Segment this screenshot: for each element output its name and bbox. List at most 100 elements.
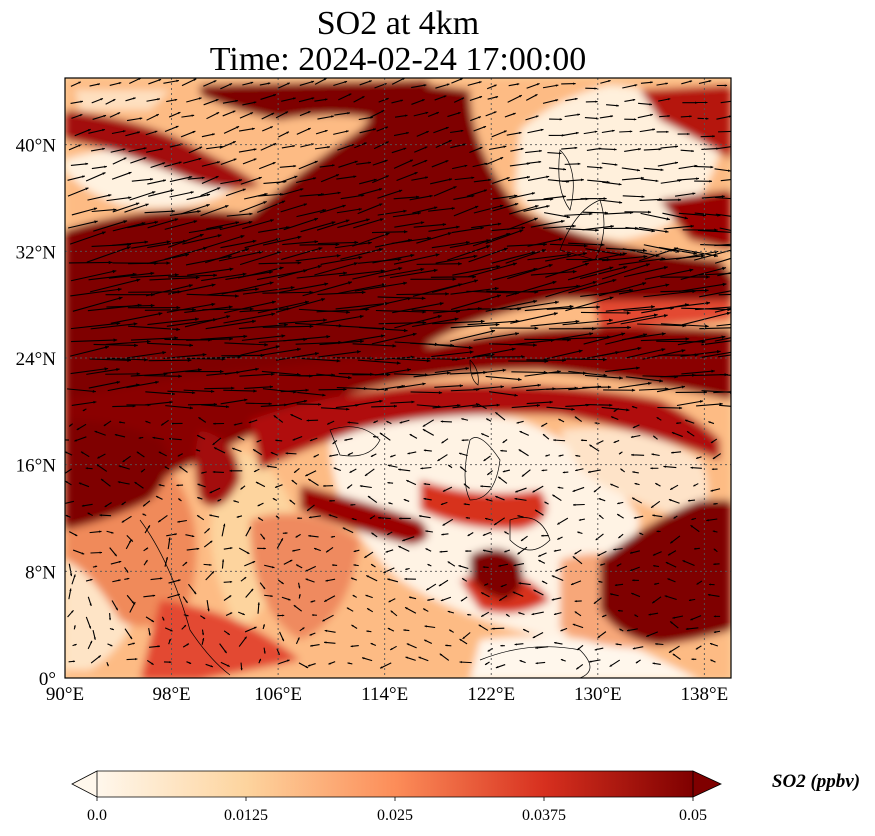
wind-arrow-head xyxy=(249,307,254,311)
wind-arrow-head xyxy=(567,253,571,257)
wind-arrow-shaft xyxy=(316,373,352,379)
wind-arrow-head xyxy=(174,98,178,102)
wind-arrow-head xyxy=(162,618,165,621)
wind-arrow-shaft xyxy=(637,113,653,119)
wind-arrow-head xyxy=(495,322,500,327)
wind-arrow-shaft xyxy=(258,193,283,197)
lat-tick-label: 32°N xyxy=(16,242,57,263)
wind-arrow-head xyxy=(553,439,556,442)
wind-arrow-head xyxy=(324,98,328,101)
wind-arrow-shaft xyxy=(126,117,143,122)
wind-arrow-head xyxy=(551,575,555,578)
wind-arrow-head xyxy=(534,509,538,512)
wind-arrow-shaft xyxy=(183,157,202,164)
map-title: SO2 at 4km xyxy=(316,5,480,42)
wind-arrow-head xyxy=(379,399,383,403)
lon-tick-label: 122°E xyxy=(467,684,515,705)
wind-arrow-head xyxy=(144,240,149,244)
wind-arrow-head xyxy=(292,549,295,552)
wind-arrow-shaft xyxy=(106,196,132,202)
wind-arrow-head xyxy=(439,550,442,553)
wind-arrow-shaft xyxy=(473,348,516,358)
wind-arrow-head xyxy=(541,534,544,537)
wind-arrow-shaft xyxy=(511,384,541,389)
wind-arrow-head xyxy=(741,216,744,219)
wind-arrow-shaft xyxy=(622,195,645,198)
wind-arrow-shaft xyxy=(145,284,193,297)
wind-arrow-shaft xyxy=(392,302,444,314)
wind-arrow-shaft xyxy=(277,265,322,279)
wind-arrow-head xyxy=(539,149,542,153)
wind-arrow-head xyxy=(438,583,442,587)
wind-arrow-shaft xyxy=(582,211,608,214)
wind-arrow-shaft xyxy=(582,225,614,231)
wind-arrow-head xyxy=(482,566,485,569)
wind-arrow-head xyxy=(177,593,180,597)
lat-tick-label: 40°N xyxy=(16,136,57,157)
wind-arrow-shaft xyxy=(450,294,502,311)
wind-arrow-shaft xyxy=(701,195,725,199)
wind-arrow-head xyxy=(347,453,351,456)
wind-arrow-shaft xyxy=(337,218,370,229)
wind-arrow-shaft xyxy=(511,404,541,409)
wind-arrow-head xyxy=(185,253,190,257)
wind-arrow-head xyxy=(150,177,154,181)
wind-arrow-head xyxy=(192,391,196,395)
wind-arrow-shaft xyxy=(166,303,216,313)
wind-arrow-head xyxy=(446,83,450,86)
wind-arrow-head xyxy=(520,147,524,151)
wind-arrow-head xyxy=(577,162,581,166)
wind-arrow-head xyxy=(240,667,243,671)
wind-arrow-head xyxy=(632,406,635,408)
wind-arrow-head xyxy=(373,128,376,131)
wind-arrow-shaft xyxy=(202,356,242,359)
wind-arrow-head xyxy=(506,614,509,617)
wind-arrow-head xyxy=(572,556,576,559)
wind-arrow-head xyxy=(403,629,406,632)
wind-arrow-shaft xyxy=(359,128,377,134)
wind-arrow-head xyxy=(387,464,391,467)
wind-arrow-shaft xyxy=(694,249,731,261)
wind-arrow-head xyxy=(655,483,658,486)
wind-arrow-head xyxy=(323,78,327,81)
wind-arrow-head xyxy=(685,337,690,341)
wind-arrow-head xyxy=(314,548,317,550)
wind-arrow-shaft xyxy=(658,246,698,255)
wind-arrow-shaft xyxy=(205,320,256,330)
wind-arrow-head xyxy=(653,313,658,317)
wind-arrow-shaft xyxy=(660,302,711,310)
wind-arrow-head xyxy=(467,533,470,536)
wind-arrow-head xyxy=(290,285,295,290)
wind-arrow-shaft xyxy=(492,194,518,200)
wind-arrow-head xyxy=(573,82,576,85)
wind-arrow-head xyxy=(311,97,315,100)
wind-arrow-head xyxy=(634,614,637,617)
wind-arrow-head xyxy=(264,342,269,347)
wind-arrow-head xyxy=(96,464,100,467)
wind-arrow-shaft xyxy=(150,162,166,169)
wind-arrow-head xyxy=(710,165,714,169)
wind-arrow-shaft xyxy=(640,212,670,221)
wind-arrow-shaft xyxy=(283,217,319,231)
wind-arrow-head xyxy=(79,114,83,117)
wind-arrow-shaft xyxy=(148,359,192,362)
wind-arrow-head xyxy=(469,350,474,354)
wind-arrow-head xyxy=(676,422,679,425)
wind-arrow-shaft xyxy=(378,268,425,278)
wind-arrow-head xyxy=(309,633,312,636)
wind-arrow-head xyxy=(613,409,617,412)
wind-arrow-head xyxy=(666,217,670,221)
wind-arrow-shaft xyxy=(371,231,408,234)
wind-arrow-shaft xyxy=(111,171,132,180)
wind-arrow-head xyxy=(378,247,383,252)
wind-arrow-head xyxy=(422,320,427,325)
wind-arrow-head xyxy=(424,625,428,628)
wind-arrow-head xyxy=(99,551,103,554)
wind-arrow-shaft xyxy=(413,223,447,228)
wind-arrow-shaft xyxy=(507,264,553,280)
wind-arrow-shaft xyxy=(374,368,411,376)
wind-arrow-head xyxy=(275,439,278,442)
wind-arrow-shaft xyxy=(397,382,426,389)
latitude-axis-labels: 0°8°N16°N24°N32°N40°N xyxy=(16,136,57,690)
wind-arrow-shaft xyxy=(356,161,372,165)
